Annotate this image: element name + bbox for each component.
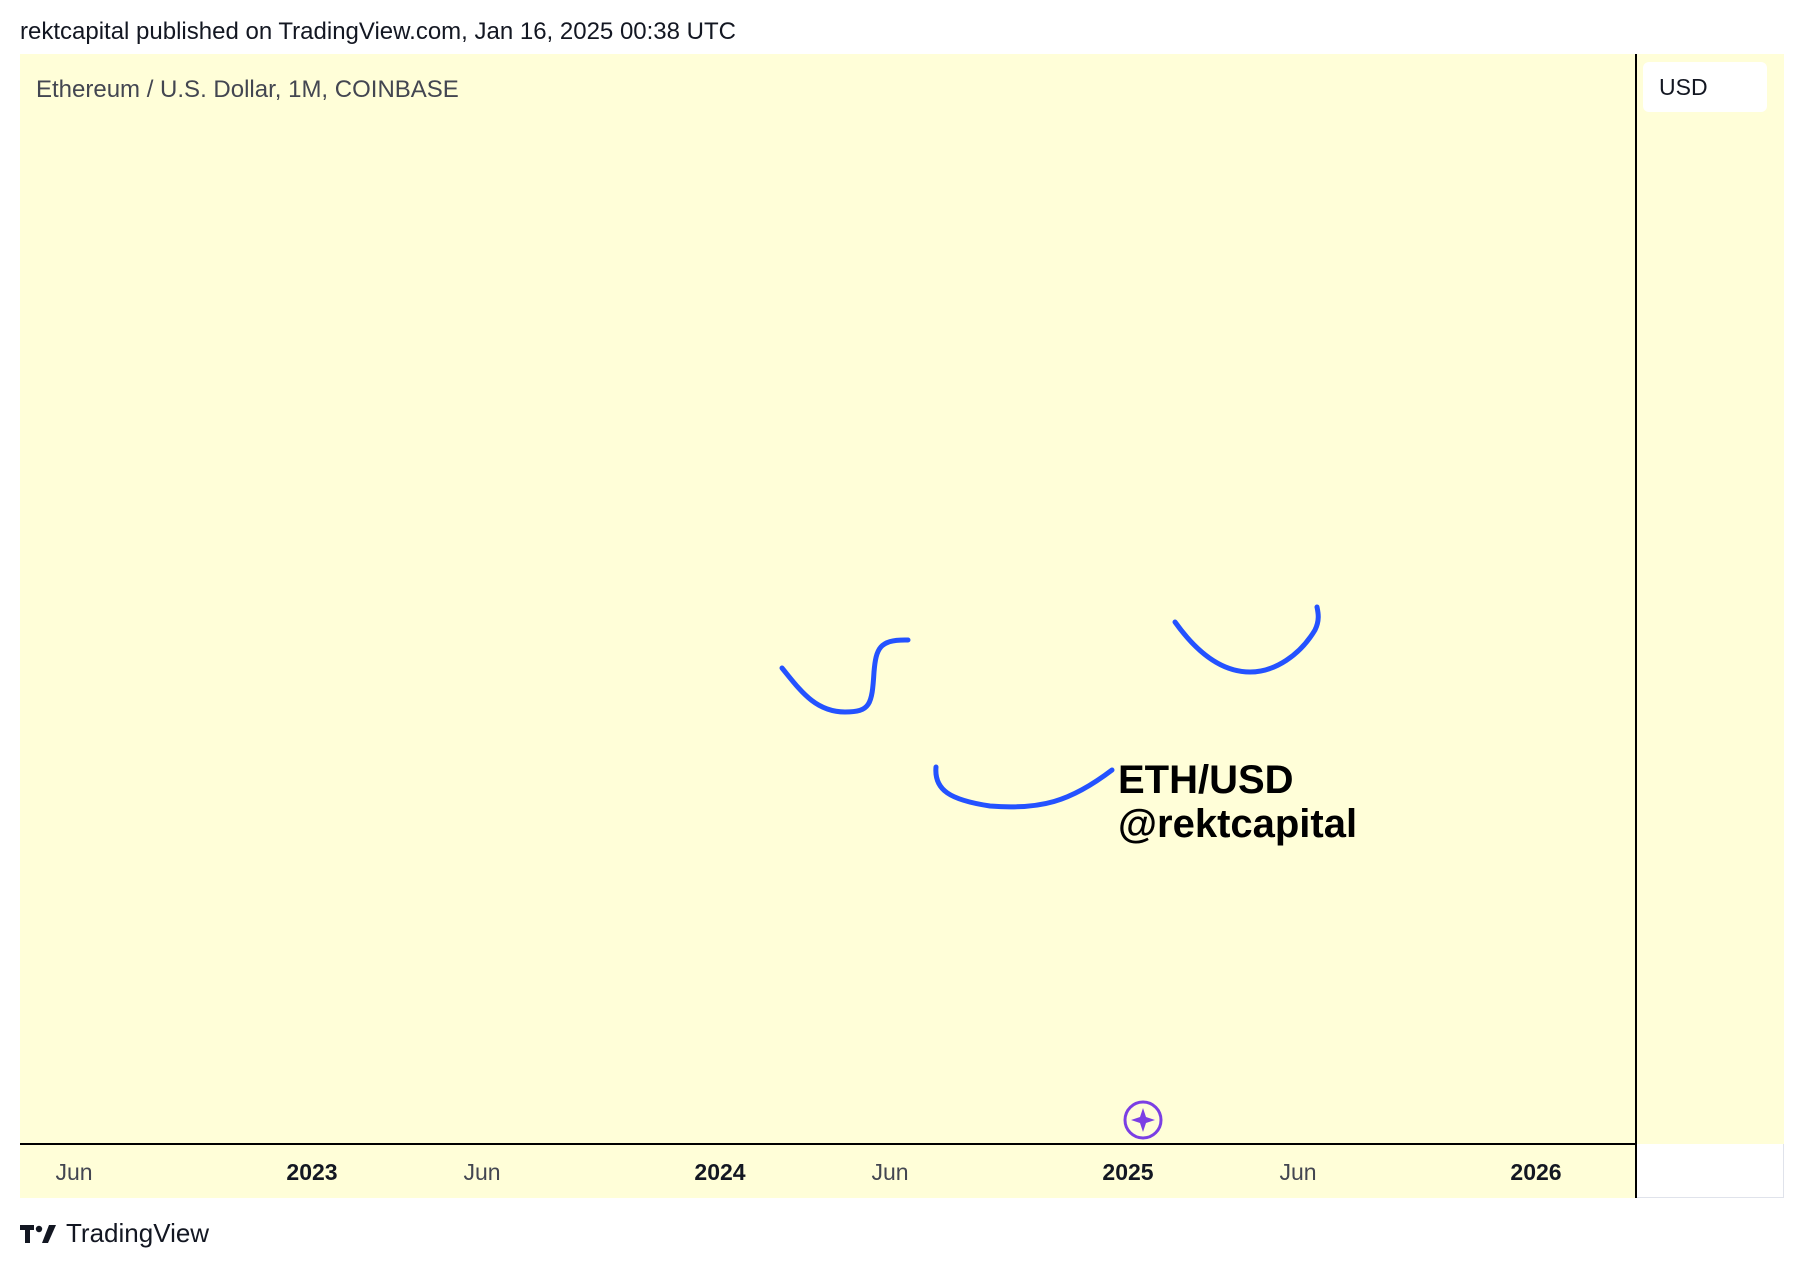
time-tick: Jun [871,1159,908,1185]
currency-selector[interactable]: USD [1643,62,1767,112]
tradingview-brand: TradingView [66,1218,210,1248]
plot-area[interactable] [20,54,1636,1144]
drawn-curve-right [1172,604,1321,675]
annotation-handle: @rektcapital [1118,802,1357,846]
drawn-curve-bottom [933,764,1115,810]
time-tick: 2024 [694,1159,745,1185]
drawn-curve-left [779,637,911,715]
time-axis[interactable] [20,1144,1636,1198]
time-tick: 2025 [1102,1159,1153,1185]
tradingview-footer[interactable]: TradingView [20,1218,209,1249]
time-tick: 2023 [286,1159,337,1185]
time-tick: Jun [463,1159,500,1185]
tradingview-logo-icon [20,1224,56,1243]
time-tick: 2026 [1510,1159,1561,1185]
annotation-eth-usd: ETH/USD [1118,758,1294,802]
plot-layer [779,604,1321,810]
symbol-title[interactable]: Ethereum / U.S. Dollar, 1M, COINBASE [36,76,459,103]
publisher-line: rektcapital published on TradingView.com… [20,18,736,45]
sparkle-icon[interactable] [1123,1100,1163,1140]
time-tick: Jun [55,1159,92,1185]
time-tick: Jun [1279,1159,1316,1185]
price-axis[interactable] [1636,54,1784,1144]
